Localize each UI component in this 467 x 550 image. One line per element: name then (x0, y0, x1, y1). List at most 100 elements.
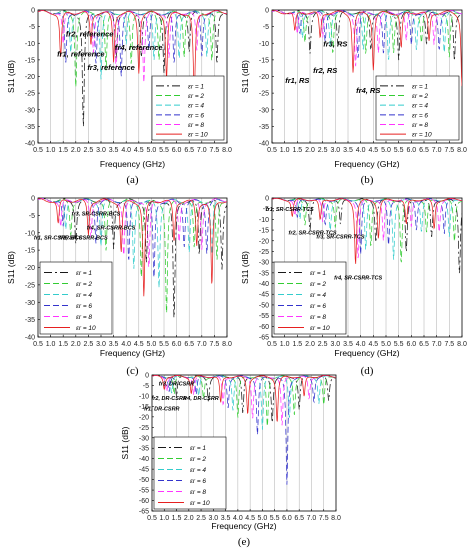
y-tick-label: -40 (139, 456, 149, 463)
y-tick-label: -25 (139, 425, 149, 432)
legend-label: εr = 2 (76, 281, 92, 288)
x-tick-label: 1.0 (46, 147, 56, 154)
y-axis-title: S11 (dB) (6, 251, 16, 284)
legend-box (375, 75, 460, 141)
y-tick-label: -20 (259, 74, 269, 81)
annotation-label: fr3, SR-CSRR-TCS (316, 235, 364, 241)
y-tick-label: -10 (259, 217, 269, 224)
x-axis-title: Frequency (GHz) (334, 348, 399, 358)
x-tick-label: 7.5 (210, 147, 220, 154)
legend-label: εr = 6 (188, 112, 204, 119)
annotation-label: fr3, DR-CSRR (159, 381, 194, 387)
legend-label: εr = 10 (412, 132, 432, 139)
legend-box (151, 75, 225, 141)
legend-label: εr = 1 (188, 83, 204, 90)
x-tick-label: 5.0 (258, 515, 268, 522)
x-tick-label: 3.5 (343, 341, 353, 348)
y-tick-label: -35 (25, 317, 35, 324)
x-axis-title: Frequency (GHz) (100, 159, 165, 169)
legend-label: εr = 10 (310, 325, 330, 332)
legend-label: εr = 6 (190, 478, 206, 485)
legend-label: εr = 2 (190, 456, 206, 463)
x-tick-label: 7.5 (444, 341, 454, 348)
x-tick-label: 1.0 (280, 147, 290, 154)
annotation-label: fr4, DR-CSRR (183, 396, 218, 402)
y-axis-title: S11 (dB) (240, 251, 250, 284)
x-tick-label: 1.0 (280, 341, 290, 348)
y-tick-label: -10 (139, 393, 149, 400)
x-tick-label: 5.0 (147, 341, 157, 348)
series-group (152, 375, 336, 485)
annotation-label: fr2, DR-CSRR (151, 396, 186, 402)
y-tick-label: -5 (263, 24, 269, 31)
x-tick-label: 2.0 (184, 515, 194, 522)
x-tick-label: 6.5 (294, 515, 304, 522)
x-tick-label: 2.0 (71, 147, 81, 154)
y-tick-label: -35 (25, 124, 35, 131)
x-tick-label: 7.0 (197, 147, 207, 154)
legend: εr = 1 εr = 2 εr = 4 εr = 6 εr = 8 εr = 10 (39, 261, 113, 335)
x-tick-label: 8.0 (457, 341, 467, 348)
y-tick-label: -5 (29, 24, 35, 31)
y-tick-label: -5 (143, 383, 149, 390)
y-tick-label: -5 (29, 213, 35, 220)
series-line-4 (152, 375, 336, 485)
x-tick-label: 7.5 (319, 515, 329, 522)
annotation-label: fr1, reference (57, 50, 105, 59)
x-tick-label: 0.5 (33, 147, 43, 154)
x-tick-label: 8.0 (457, 147, 467, 154)
x-tick-label: 5.5 (159, 147, 169, 154)
y-tick-label: -40 (259, 141, 269, 148)
annotation-label: fr4, RS (356, 86, 380, 95)
annotation-label: fr1, DR-CSRR (144, 407, 179, 413)
x-tick-label: 0.5 (267, 147, 277, 154)
x-tick-label: 1.5 (58, 341, 68, 348)
y-tick-label: -20 (139, 414, 149, 421)
annotation-label: fr4, reference (115, 43, 163, 52)
series-line-5 (152, 375, 336, 426)
y-tick-label: -25 (25, 91, 35, 98)
x-tick-label: 5.0 (381, 341, 391, 348)
x-tick-label: 1.5 (172, 515, 182, 522)
x-tick-label: 3.0 (96, 341, 106, 348)
annotation-label: fr2, SR-CSRR-BCS (59, 236, 108, 242)
y-tick-label: -15 (259, 57, 269, 64)
x-axis-title: Frequency (GHz) (100, 348, 165, 358)
x-tick-label: 4.0 (233, 515, 243, 522)
x-tick-label: 1.5 (292, 341, 302, 348)
legend-label: εr = 10 (188, 132, 208, 139)
legend-label: εr = 4 (412, 103, 428, 110)
y-tick-label: -40 (259, 281, 269, 288)
legend-box (153, 436, 227, 510)
y-tick-label: -65 (259, 335, 269, 342)
x-tick-label: 2.0 (71, 341, 81, 348)
legend-label: εr = 8 (412, 122, 428, 129)
y-tick-label: -10 (25, 41, 35, 48)
y-tick-label: -50 (139, 477, 149, 484)
y-tick-label: -35 (259, 124, 269, 131)
legend-label: εr = 1 (310, 270, 326, 277)
x-tick-label: 8.0 (222, 147, 232, 154)
panel-label: (a) (126, 174, 139, 186)
legend-label: εr = 4 (76, 292, 92, 299)
x-tick-label: 7.0 (197, 341, 207, 348)
x-tick-label: 6.5 (419, 147, 429, 154)
legend-label: εr = 8 (190, 489, 206, 496)
annotation-label: fr3, RS (323, 40, 347, 49)
y-tick-label: -55 (139, 488, 149, 495)
legend-label: εr = 4 (310, 292, 326, 299)
legend: εr = 1 εr = 2 εr = 4 εr = 6 εr = 8 εr = 10 (153, 436, 227, 510)
legend-box (39, 261, 113, 335)
x-tick-label: 1.0 (46, 341, 56, 348)
annotation-label: fr3, reference (87, 63, 135, 72)
y-tick-label: -30 (25, 300, 35, 307)
x-tick-label: 6.0 (282, 515, 292, 522)
legend-label: εr = 6 (412, 112, 428, 119)
legend-label: εr = 1 (76, 270, 92, 277)
y-tick-label: -15 (259, 228, 269, 235)
y-tick-label: -15 (139, 404, 149, 411)
x-tick-label: 0.5 (267, 341, 277, 348)
y-tick-label: 0 (31, 196, 35, 203)
x-tick-label: 7.0 (432, 341, 442, 348)
y-tick-label: -30 (259, 107, 269, 114)
